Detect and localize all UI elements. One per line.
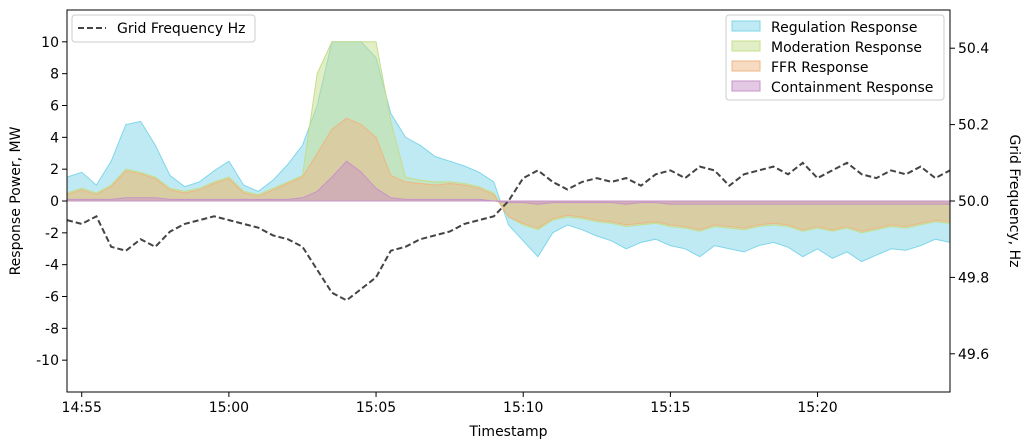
y-tick-label: 6 bbox=[50, 99, 59, 115]
y-tick-label: -6 bbox=[45, 290, 59, 306]
legend-left: Grid Frequency Hz bbox=[71, 14, 256, 43]
y2-tick-label: 50.2 bbox=[958, 118, 989, 134]
y-tick-label: 8 bbox=[50, 67, 59, 83]
y-axis-title: Response Power, MW bbox=[8, 126, 24, 275]
frequency-line-layer bbox=[66, 161, 951, 302]
legends: Grid Frequency Hz Regulation Response Mode… bbox=[71, 14, 945, 101]
containment-response-area bbox=[66, 160, 951, 205]
axes: -10 -8 -6 -4 -2 0 2 4 6 8 10 49.6 49.8 50.0 50.2 50.4 14… bbox=[8, 9, 1022, 440]
y-tick-label: -4 bbox=[45, 258, 59, 274]
x-tick-label: 14:55 bbox=[62, 400, 102, 416]
y-tick-label: -8 bbox=[45, 321, 59, 337]
x-axis-title: Timestamp bbox=[468, 424, 547, 440]
grid-frequency-hz-line bbox=[66, 161, 951, 302]
legend-swatch-containment-response bbox=[731, 80, 761, 92]
x-tick-label: 15:00 bbox=[209, 400, 249, 416]
y-tick-label: 4 bbox=[50, 130, 59, 146]
legend-entry-moderation-response: Moderation Response bbox=[771, 40, 922, 56]
legend-entry-ffr-response: FFR Response bbox=[771, 60, 869, 76]
y-tick-label: -2 bbox=[45, 226, 59, 242]
response-areas bbox=[66, 41, 951, 263]
y-tick-label: 10 bbox=[41, 35, 59, 51]
y-tick-label: 0 bbox=[50, 194, 59, 210]
y2-tick-label: 50.4 bbox=[958, 41, 989, 57]
x-tick-label: 15:15 bbox=[650, 400, 690, 416]
x-tick-label: 15:20 bbox=[797, 400, 837, 416]
legend-right: Regulation Response Moderation Response FF… bbox=[725, 14, 945, 101]
y2-axis-title: Grid Frequency, Hz bbox=[1006, 135, 1022, 268]
ffr-response-area bbox=[66, 117, 951, 232]
legend-left-box bbox=[71, 14, 256, 43]
x-tick-label: 15:05 bbox=[356, 400, 396, 416]
legend-entry-grid-frequency: Grid Frequency Hz bbox=[117, 21, 245, 37]
legend-entry-containment-response: Containment Response bbox=[771, 80, 933, 96]
legend-swatch-ffr-response bbox=[731, 60, 761, 72]
legend-swatch-regulation-response bbox=[731, 20, 761, 32]
legend-entry-regulation-response: Regulation Response bbox=[771, 20, 917, 36]
legend-right-box bbox=[725, 14, 945, 101]
y2-tick-label: 50.0 bbox=[958, 194, 989, 210]
y2-tick-label: 49.6 bbox=[958, 347, 989, 363]
y2-tick-label: 49.8 bbox=[958, 270, 989, 286]
legend-swatch-moderation-response bbox=[731, 40, 761, 52]
y-tick-label: 2 bbox=[50, 162, 59, 178]
x-tick-label: 15:10 bbox=[503, 400, 543, 416]
y-tick-label: -10 bbox=[36, 353, 59, 369]
